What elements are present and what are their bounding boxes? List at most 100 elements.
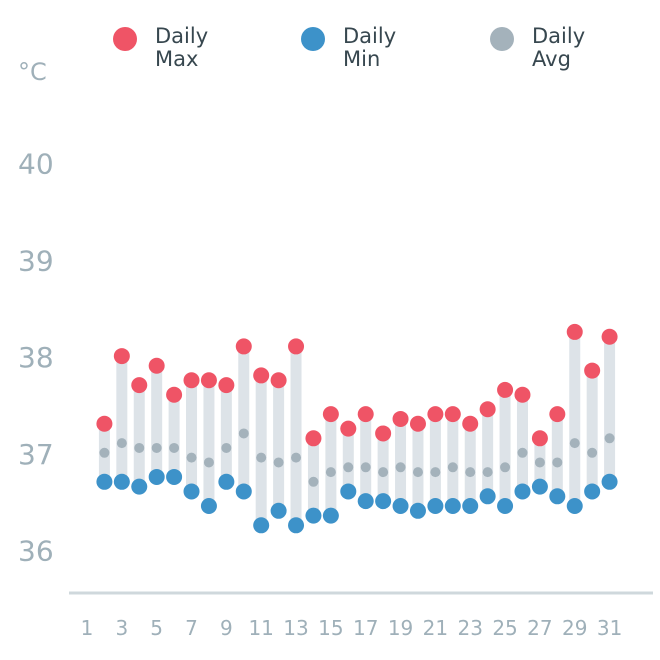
- avg-point: [238, 428, 249, 439]
- x-tick-label: 17: [353, 616, 378, 640]
- max-point: [148, 357, 165, 374]
- range-bar: [151, 365, 163, 477]
- min-point: [218, 473, 235, 490]
- range-bar: [186, 380, 198, 492]
- min-point: [166, 468, 183, 485]
- y-tick-label: 39: [18, 244, 54, 277]
- range-bar: [255, 375, 267, 526]
- max-point: [392, 410, 409, 427]
- range-bar: [586, 370, 598, 492]
- min-point: [183, 483, 200, 500]
- max-point: [96, 415, 113, 432]
- avg-point: [186, 452, 197, 463]
- avg-point: [134, 442, 145, 453]
- range-bar: [220, 385, 232, 482]
- min-point: [375, 493, 392, 510]
- avg-point: [221, 442, 232, 453]
- range-bar: [516, 394, 528, 492]
- range-bar: [116, 356, 128, 482]
- range-bar: [168, 394, 180, 477]
- max-point: [566, 323, 583, 340]
- avg-point: [99, 447, 110, 458]
- avg-point: [151, 442, 162, 453]
- avg-point: [273, 457, 284, 468]
- min-point: [253, 517, 270, 534]
- max-point: [183, 372, 200, 389]
- x-tick-label: 21: [423, 616, 448, 640]
- avg-point: [604, 433, 615, 444]
- y-axis-unit-label: °C: [18, 58, 47, 86]
- max-point: [340, 420, 357, 437]
- x-tick-label: 13: [283, 616, 308, 640]
- x-tick-label: 3: [115, 616, 128, 640]
- x-tick-label: 11: [248, 616, 273, 640]
- x-tick-label: 5: [150, 616, 163, 640]
- min-point: [479, 488, 496, 505]
- min-point: [113, 473, 130, 490]
- range-bar: [482, 409, 494, 497]
- min-point: [96, 473, 113, 490]
- max-point: [444, 406, 461, 423]
- min-point: [305, 507, 322, 524]
- avg-point: [308, 476, 319, 487]
- avg-point: [430, 467, 441, 478]
- min-point: [601, 473, 618, 490]
- legend-marker: [490, 27, 514, 51]
- min-point: [549, 488, 566, 505]
- avg-point: [343, 462, 354, 473]
- avg-point: [517, 447, 528, 458]
- min-point: [462, 497, 479, 514]
- avg-point: [500, 462, 511, 473]
- max-point: [270, 372, 287, 389]
- max-point: [131, 377, 148, 394]
- range-bar: [360, 414, 372, 502]
- range-bar: [551, 414, 563, 497]
- range-bar: [133, 385, 145, 487]
- max-point: [584, 362, 601, 379]
- avg-point: [360, 462, 371, 473]
- max-point: [601, 328, 618, 345]
- x-tick-label: 23: [457, 616, 482, 640]
- avg-point: [291, 452, 302, 463]
- x-tick-label: 29: [562, 616, 587, 640]
- max-point: [462, 415, 479, 432]
- data-points: [96, 323, 618, 534]
- range-bar: [569, 331, 581, 506]
- x-axis-ticks: 1 3 5 7 9 11 13 15 17 19 21 23 25 27 29 31: [81, 616, 623, 640]
- x-tick-label: 7: [185, 616, 198, 640]
- min-point: [322, 507, 339, 524]
- legend-marker: [113, 27, 137, 51]
- avg-point: [395, 462, 406, 473]
- x-tick-label: 27: [527, 616, 552, 640]
- max-point: [497, 381, 514, 398]
- range-bar: [447, 414, 459, 506]
- max-point: [200, 372, 217, 389]
- range-bar: [429, 414, 441, 506]
- max-point: [253, 367, 270, 384]
- min-point: [427, 497, 444, 514]
- min-point: [514, 483, 531, 500]
- y-tick-label: 37: [18, 438, 54, 471]
- min-point: [340, 483, 357, 500]
- x-tick-label: 19: [388, 616, 413, 640]
- max-point: [549, 406, 566, 423]
- min-point: [357, 493, 374, 510]
- avg-point: [552, 457, 563, 468]
- min-point: [200, 497, 217, 514]
- y-axis-ticks: 36 37 38 39 40: [18, 148, 54, 568]
- x-tick-label: 1: [81, 616, 94, 640]
- x-tick-label: 9: [220, 616, 233, 640]
- min-point: [392, 497, 409, 514]
- legend-label-line2: Min: [343, 47, 380, 71]
- max-point: [113, 348, 130, 365]
- min-point: [566, 497, 583, 514]
- max-point: [218, 377, 235, 394]
- max-point: [288, 338, 305, 355]
- min-point: [148, 468, 165, 485]
- max-point: [322, 406, 339, 423]
- x-tick-label: 15: [318, 616, 343, 640]
- avg-point: [534, 457, 545, 468]
- min-point: [235, 483, 252, 500]
- max-point: [235, 338, 252, 355]
